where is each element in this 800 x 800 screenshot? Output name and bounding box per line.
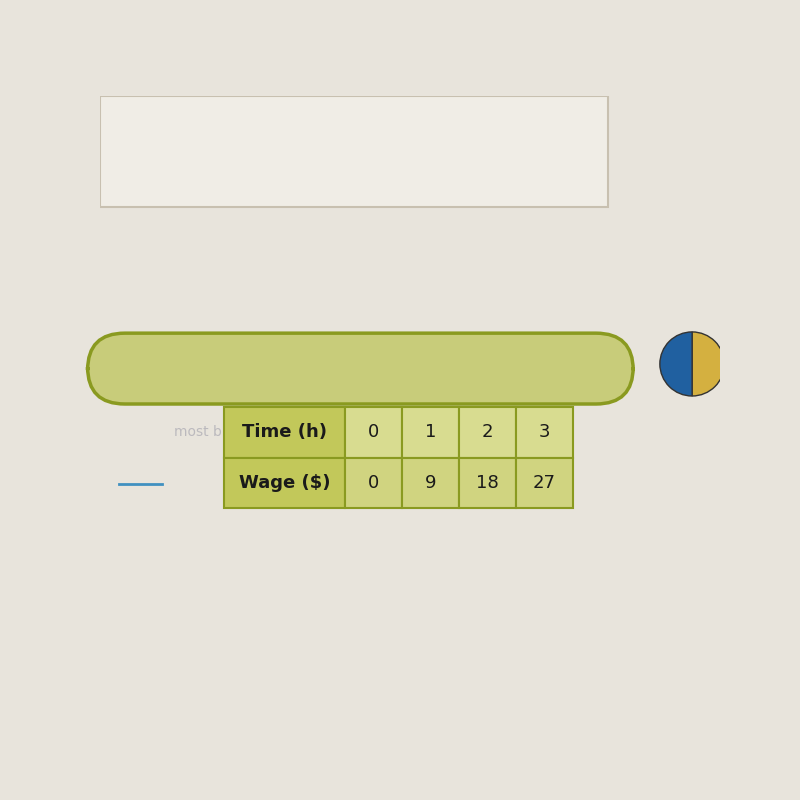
Text: 18: 18 bbox=[476, 474, 499, 492]
Text: 3: 3 bbox=[538, 423, 550, 442]
Text: 9: 9 bbox=[425, 474, 436, 492]
Bar bbox=[224, 458, 345, 508]
Bar bbox=[345, 407, 402, 458]
Text: 27: 27 bbox=[533, 474, 556, 492]
FancyBboxPatch shape bbox=[100, 96, 608, 207]
Text: Time (h): Time (h) bbox=[242, 423, 327, 442]
Text: most b: most b bbox=[174, 425, 222, 438]
Bar bbox=[459, 458, 516, 508]
Text: 2: 2 bbox=[482, 423, 494, 442]
Text: 0: 0 bbox=[368, 474, 379, 492]
Bar bbox=[224, 407, 345, 458]
Wedge shape bbox=[692, 332, 724, 396]
Bar bbox=[402, 458, 459, 508]
Bar bbox=[459, 407, 516, 458]
Bar bbox=[516, 407, 573, 458]
Bar bbox=[402, 407, 459, 458]
FancyBboxPatch shape bbox=[88, 333, 634, 404]
Text: Wage ($): Wage ($) bbox=[238, 474, 330, 492]
Bar bbox=[345, 458, 402, 508]
Text: 1: 1 bbox=[425, 423, 436, 442]
Text: 0: 0 bbox=[368, 423, 379, 442]
Bar bbox=[516, 458, 573, 508]
Wedge shape bbox=[660, 332, 692, 396]
